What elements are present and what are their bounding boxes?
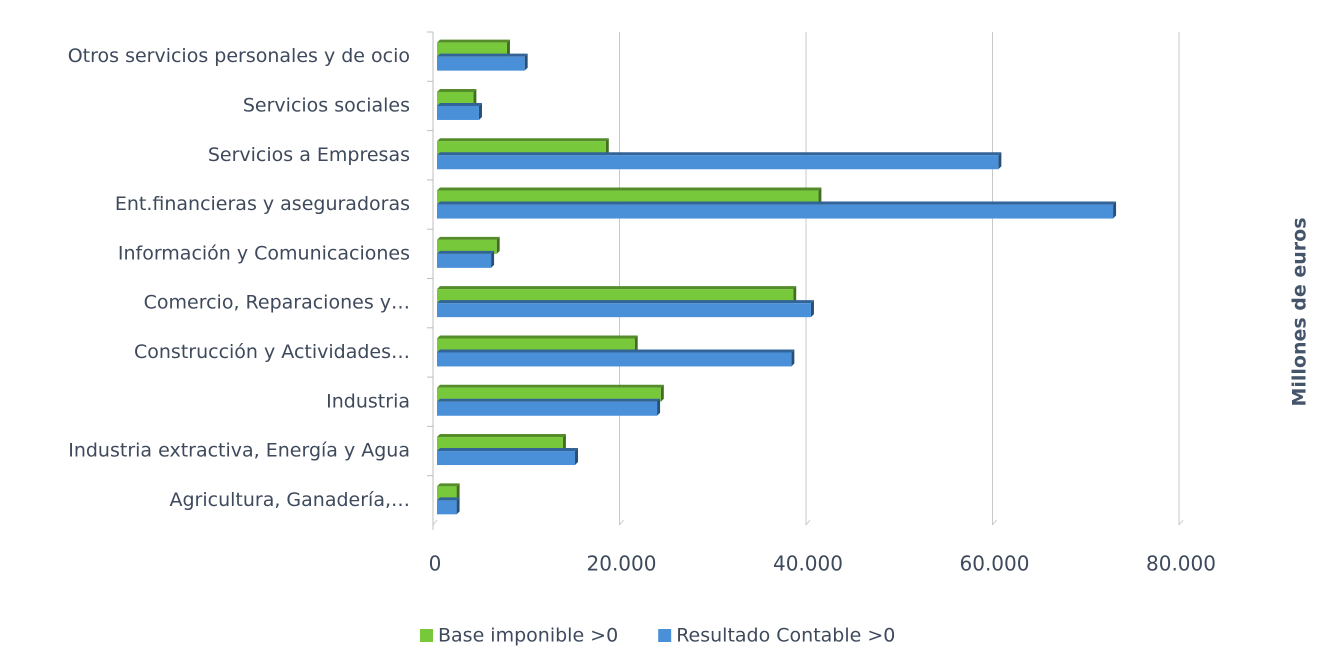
grid-line-depth [619, 519, 624, 526]
bar-top [437, 349, 795, 353]
legend-label: Resultado Contable >0 [676, 625, 895, 647]
legend-swatch [658, 629, 672, 642]
y-tick-label: Servicios a Empresas [208, 144, 410, 166]
bar-depth [791, 349, 795, 367]
bar-depth [657, 398, 661, 416]
bar-top [437, 187, 822, 191]
bar-depth [496, 236, 500, 254]
y-tick-label: Industria extractiva, Energía y Agua [68, 440, 410, 462]
x-tick-label: 60.000 [960, 552, 1030, 576]
bar [437, 500, 457, 515]
y-tick-label: Servicios sociales [243, 94, 410, 116]
x-tick-label: 80.000 [1146, 552, 1216, 576]
bar-depth [605, 138, 609, 156]
bar [437, 42, 507, 57]
bar [437, 303, 811, 318]
bar-depth [1113, 201, 1117, 219]
x-tick-label: 20.000 [587, 552, 657, 576]
bar-top [437, 384, 664, 388]
bar-depth [524, 53, 528, 71]
bar-top [437, 483, 460, 487]
bar-depth [491, 250, 495, 268]
bar [437, 105, 479, 120]
bar [437, 91, 474, 106]
bar [437, 289, 794, 304]
bar-top [437, 53, 528, 57]
bar [437, 56, 525, 71]
bar [437, 437, 563, 452]
bar-depth [634, 335, 638, 353]
bar-top [437, 250, 495, 254]
y-tick-label: Otros servicios personales y de ocio [68, 45, 410, 67]
bar-top [437, 300, 814, 304]
bar-depth [818, 187, 822, 205]
legend-swatch [420, 629, 433, 642]
y-axis-label: Millones de euros [1289, 217, 1311, 406]
y-tick-label: Ent.financieras y aseguradoras [115, 193, 410, 215]
bar-top [437, 497, 460, 501]
x-tick-label: 0 [429, 552, 442, 576]
y-tick-label: Construcción y Actividades… [134, 341, 410, 363]
bar [437, 141, 606, 156]
bar-depth [575, 448, 579, 466]
bar [437, 190, 819, 205]
y-tick-label: Industria [326, 390, 410, 412]
bar-depth [473, 88, 477, 106]
bar-depth [793, 286, 797, 304]
bar-top [437, 102, 482, 106]
bar-top [437, 39, 510, 43]
bar-top [437, 398, 661, 402]
bar-depth [562, 434, 566, 452]
bar-depth [660, 384, 664, 402]
bar-top [437, 286, 797, 290]
bar-depth [998, 152, 1002, 170]
bar-top [437, 448, 579, 452]
bar [437, 253, 492, 268]
legend-label: Base imponible >0 [438, 625, 618, 647]
bar [437, 486, 457, 501]
bar [437, 387, 661, 402]
bar [437, 204, 1114, 219]
bar [437, 352, 792, 367]
grid-line-depth [432, 519, 438, 526]
bar-top [437, 335, 638, 339]
bar-depth [456, 483, 460, 501]
bar-top [437, 434, 566, 438]
bar [437, 401, 658, 416]
grid-line-depth [805, 519, 811, 526]
bar [437, 451, 576, 466]
bar-top [437, 88, 477, 92]
grid-line-depth [992, 519, 997, 526]
bar-depth [506, 39, 510, 57]
y-tick-label: Información y Comunicaciones [118, 242, 410, 264]
bar-depth [810, 300, 814, 318]
bar-depth [478, 102, 482, 120]
bar [437, 338, 635, 353]
bar-top [437, 236, 500, 240]
bar [437, 155, 999, 170]
bar-top [437, 138, 609, 142]
x-tick-label: 40.000 [773, 552, 843, 576]
grid-line-depth [1178, 519, 1184, 526]
y-tick-label: Agricultura, Ganadería,… [169, 489, 410, 511]
bar-top [437, 201, 1117, 205]
bar-top [437, 152, 1002, 156]
bar-depth [456, 497, 460, 515]
bar [437, 239, 497, 254]
y-tick-label: Comercio, Reparaciones y… [144, 292, 410, 314]
